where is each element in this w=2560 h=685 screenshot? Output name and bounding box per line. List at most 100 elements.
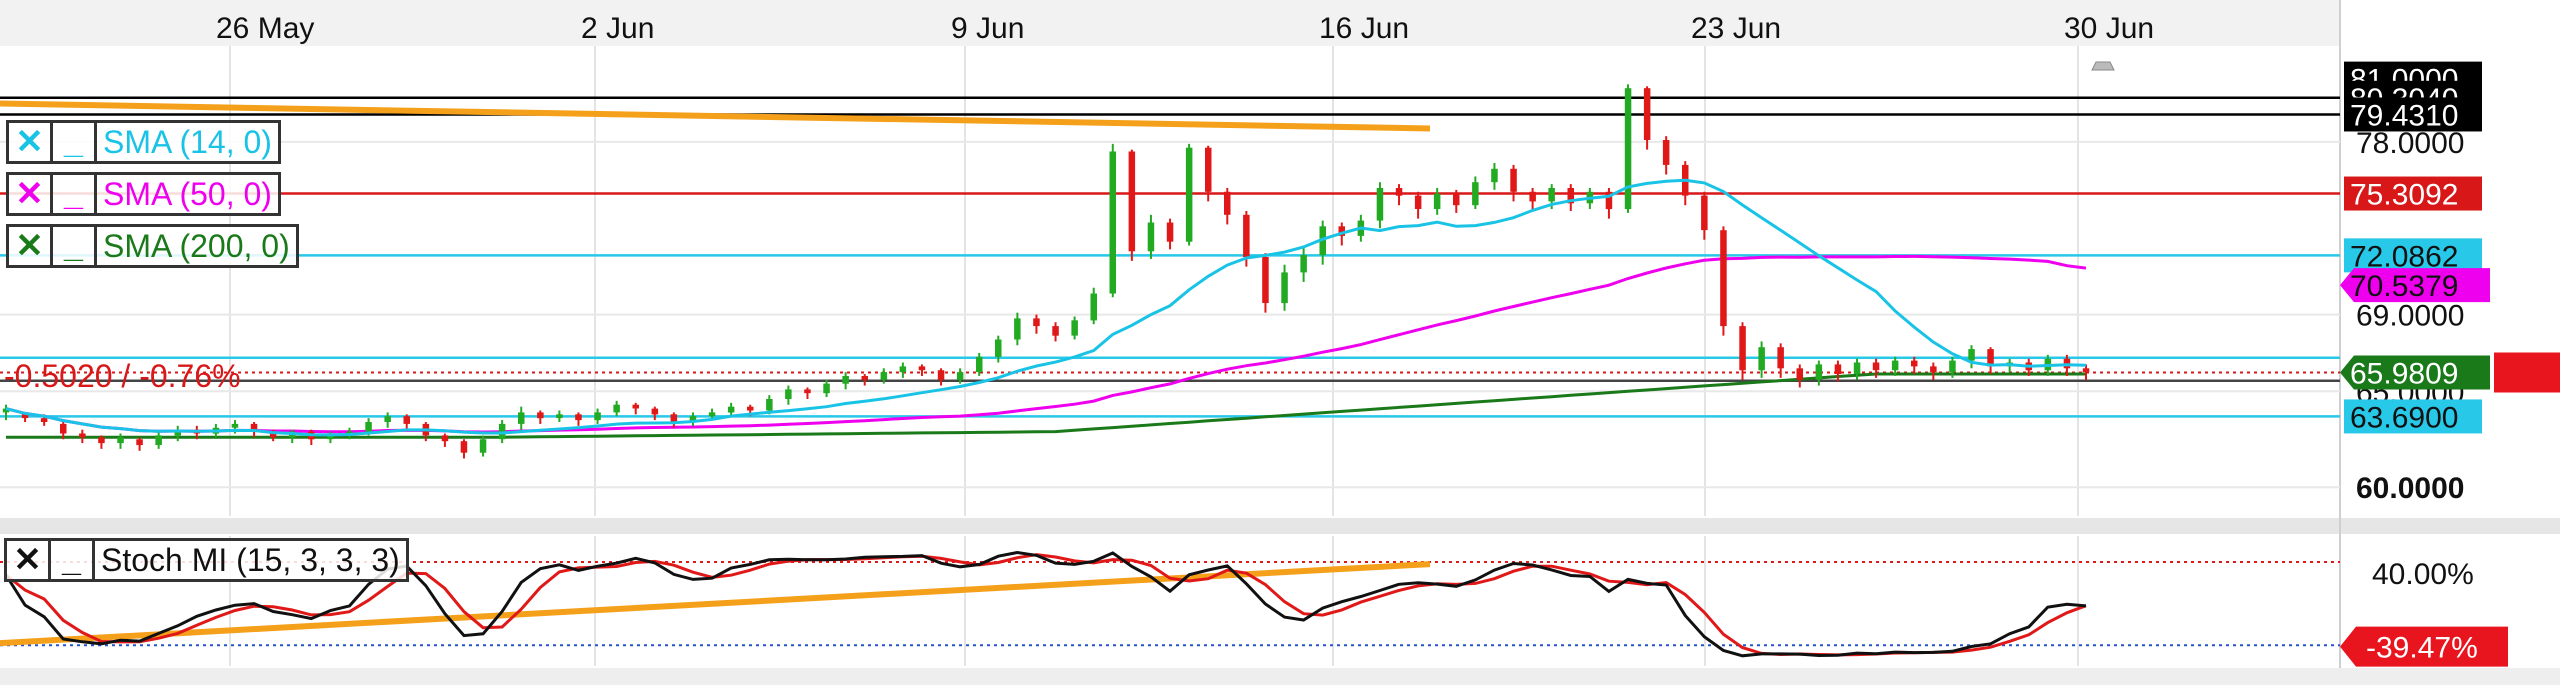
candle-body-43 [823, 383, 830, 394]
price-tag-label-7: 63.6900 [2350, 401, 2458, 434]
candle-body-8 [155, 435, 162, 445]
trendline-price [0, 100, 1431, 132]
price-tag-bg-3 [2344, 176, 2482, 211]
candle-body-56 [1071, 320, 1078, 336]
minimize-stoch-icon[interactable]: _ [51, 541, 95, 579]
legend-stoch-label: Stoch MI (15, 3, 3, 3) [101, 542, 400, 578]
price-tag-3: 75.3092 [2344, 176, 2482, 212]
candle-body-81 [1548, 188, 1555, 202]
date-label-3: 16 Jun [1319, 12, 1409, 45]
candle-body-21 [403, 416, 410, 424]
candle-body-80 [1529, 191, 1536, 202]
candle-body-93 [1777, 347, 1784, 369]
candle-body-44 [842, 376, 849, 384]
legend-sma-14[interactable]: ✕ _ SMA (14, 0) [6, 120, 281, 164]
candle-body-90 [1720, 230, 1727, 327]
sma-14-line [5, 178, 2087, 437]
candle-body-87 [1662, 140, 1670, 165]
candle-body-54 [1033, 318, 1040, 327]
candle-body-52 [995, 339, 1002, 357]
price-tick-3: 60.0000 [2356, 472, 2464, 505]
candle-body-51 [976, 356, 983, 373]
candle-body-29 [556, 414, 563, 419]
date-axis: 26 May 2 Jun 9 Jun 16 Jun 23 Jun 30 Jun [216, 12, 2154, 45]
price-tag-4: 72.0862 [2344, 238, 2482, 273]
candle-body-5 [98, 437, 105, 444]
stoch-tick-0: 40.00% [2372, 558, 2474, 591]
price-tag-bg-5 [2340, 268, 2490, 303]
candle-body-28 [537, 412, 544, 419]
candle-body-63 [1205, 147, 1212, 192]
candle-body-55 [1052, 326, 1059, 336]
candle-body-97 [1853, 362, 1861, 374]
stoch-axis: 40.00% -39.47% [2340, 558, 2508, 667]
legend-sma-50[interactable]: ✕ _ SMA (50, 0) [6, 172, 281, 216]
candle-body-46 [880, 372, 888, 380]
candle-body-41 [785, 389, 792, 399]
price-tag-label-4: 72.0862 [2350, 240, 2458, 273]
candle-body-62 [1185, 147, 1193, 242]
price-tag-label-6: 65.9809 [2350, 357, 2458, 390]
minimize-sma-200-icon[interactable]: _ [53, 227, 97, 265]
date-label-2: 9 Jun [951, 12, 1024, 45]
drag-handle-icon[interactable] [2091, 61, 2115, 71]
date-label-0: 26 May [216, 12, 314, 45]
candle-body-96 [1834, 364, 1842, 374]
candle-body-20 [384, 416, 391, 422]
candle-body-73 [1395, 188, 1403, 196]
candle-body-14 [269, 431, 277, 438]
candle-body-17 [327, 435, 334, 440]
candle-body-4 [79, 433, 86, 438]
candle-body-91 [1739, 326, 1746, 371]
candle-body-67 [1281, 272, 1288, 304]
legend-sma-200[interactable]: ✕ _ SMA (200, 0) [6, 224, 299, 268]
remove-sma-50-icon[interactable]: ✕ [9, 175, 53, 213]
candle-body-25 [479, 439, 487, 453]
candle-body-76 [1453, 193, 1460, 206]
candle-body-82 [1567, 188, 1574, 204]
price-change-label: -0.5020 / -0.76% [4, 358, 241, 394]
price-tags: 81.000080.304079.431075.309272.086270.53… [2340, 61, 2560, 434]
candle-body-99 [1891, 360, 1899, 371]
sma-200-path [6, 372, 2086, 439]
minimize-sma-50-icon[interactable]: _ [53, 175, 97, 213]
candle-body-94 [1796, 368, 1803, 380]
price-tick-0: 78.0000 [2356, 127, 2464, 160]
date-label-4: 23 Jun [1691, 12, 1781, 45]
price-tag-2: 79.4310 [2344, 97, 2482, 132]
candle-body-19 [365, 422, 372, 432]
axis-pane-separator [2340, 518, 2560, 534]
candle-body-61 [1166, 222, 1174, 242]
price-tag-label-2: 79.4310 [2350, 99, 2458, 132]
candle-body-65 [1243, 214, 1250, 257]
remove-sma-200-icon[interactable]: ✕ [9, 227, 53, 265]
current-price-marker [2494, 352, 2560, 393]
price-tick-1: 69.0000 [2356, 300, 2464, 333]
price-tag-label-5: 70.5379 [2350, 270, 2458, 303]
remove-stoch-icon[interactable]: ✕ [7, 541, 51, 579]
candle-body-84 [1605, 191, 1613, 210]
candle-body-7 [136, 439, 143, 446]
minimize-sma-14-icon[interactable]: _ [53, 123, 97, 161]
candle-body-104 [1987, 349, 1994, 367]
candle-body-35 [670, 414, 678, 422]
price-tag-bg-2 [2344, 97, 2482, 132]
legend-sma-14-label: SMA (14, 0) [103, 124, 272, 160]
candlesticks [2, 84, 2090, 459]
candle-body-70 [1338, 226, 1345, 236]
remove-sma-14-icon[interactable]: ✕ [9, 123, 53, 161]
candle-body-72 [1376, 188, 1384, 221]
legend-stoch[interactable]: ✕ _ Stoch MI (15, 3, 3, 3) [4, 538, 409, 582]
candle-body-85 [1624, 88, 1632, 210]
price-trendline[interactable] [0, 100, 1431, 132]
candle-body-37 [708, 412, 716, 417]
candle-body-86 [1643, 88, 1651, 140]
candle-body-77 [1472, 182, 1479, 206]
candle-body-47 [899, 366, 907, 373]
candle-body-23 [441, 435, 449, 442]
candle-body-49 [937, 370, 945, 380]
candle-body-50 [956, 372, 964, 380]
candle-body-57 [1090, 293, 1097, 321]
candle-body-48 [918, 366, 926, 371]
